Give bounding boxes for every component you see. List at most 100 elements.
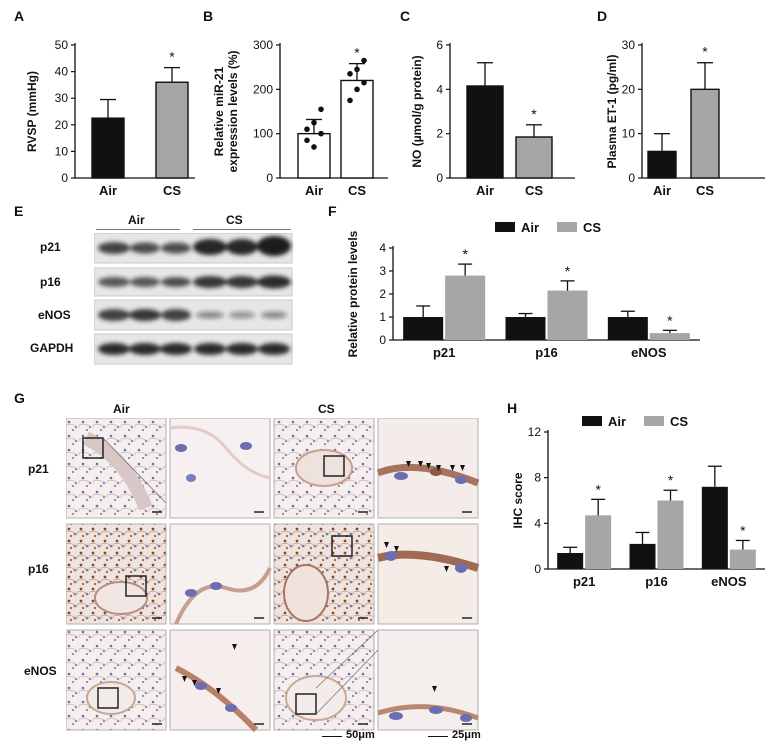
blot-group-line-cs — [193, 229, 291, 230]
bar — [657, 500, 684, 569]
blot-row-label: eNOS — [38, 308, 71, 322]
bar — [585, 515, 612, 569]
x-tick-label: p21 — [433, 345, 455, 360]
data-point — [304, 137, 310, 144]
x-tick-label: Air — [653, 183, 671, 198]
x-tick-label: CS — [163, 183, 181, 198]
x-tick-label: p16 — [645, 574, 667, 589]
y-tick-label: 8 — [534, 471, 541, 485]
chart-protein-levels: 0 1 2 3 4 Relative protein levels * p21 * p16 * eNO… — [346, 220, 700, 360]
bar — [466, 85, 504, 179]
scale-label-25: 25μm — [452, 729, 481, 741]
bar — [701, 486, 728, 569]
y-axis-label: Relative protein levels — [346, 230, 360, 357]
y-axis-label: IHC score — [511, 472, 525, 528]
bar — [647, 150, 677, 179]
x-tick-label: CS — [696, 183, 714, 198]
blot-row-label: p16 — [40, 275, 61, 289]
chart-no: 0 2 4 6 NO (µmol/g protein) Air * CS — [410, 38, 575, 198]
blot-group-line-air — [96, 229, 180, 230]
y-tick-label: 20 — [55, 118, 69, 132]
histology-col-cs: CS — [318, 402, 335, 416]
scale-bar-50 — [322, 736, 342, 737]
bar — [649, 333, 690, 340]
x-tick-label: CS — [348, 183, 366, 198]
x-tick-label: eNOS — [711, 574, 747, 589]
y-tick-label: 0 — [266, 171, 273, 185]
histology-row-label: eNOS — [24, 664, 57, 678]
x-tick-label: Air — [305, 183, 323, 198]
histology-images — [66, 418, 480, 733]
bar — [690, 88, 720, 179]
panel-letter-f: F — [328, 203, 337, 219]
blot-group-cs: CS — [226, 213, 243, 227]
y-tick-label: 0 — [436, 171, 443, 185]
panel-letter-h: H — [507, 400, 518, 416]
significance-mark: * — [740, 522, 746, 538]
histology-col-air: Air — [113, 402, 130, 416]
bar — [340, 79, 374, 179]
y-tick-label: 0 — [534, 562, 541, 576]
legend-label: Air — [521, 220, 539, 235]
legend-label: Air — [608, 414, 626, 429]
x-tick-label: eNOS — [631, 345, 667, 360]
bar — [505, 317, 546, 340]
significance-mark: * — [462, 246, 468, 262]
x-tick-label: CS — [525, 183, 543, 198]
y-tick-label: 4 — [379, 241, 386, 255]
y-axis-label: Relative miR-21 — [212, 66, 226, 156]
legend-label: CS — [670, 414, 688, 429]
y-axis-label: NO (µmol/g protein) — [410, 55, 424, 167]
x-tick-label: p21 — [573, 574, 595, 589]
bar — [155, 81, 189, 179]
chart-mir21: 0 100 200 300 Relative miR-21 expression leve… — [212, 38, 388, 198]
y-tick-label: 0 — [61, 171, 68, 185]
significance-mark: * — [531, 106, 537, 122]
y-tick-label: 12 — [528, 425, 542, 439]
panel-letter-g: G — [14, 390, 25, 406]
y-tick-label: 30 — [55, 91, 69, 105]
x-tick-label: p16 — [535, 345, 557, 360]
y-tick-label: 2 — [436, 127, 443, 141]
y-tick-label: 30 — [622, 38, 636, 52]
data-point — [311, 119, 317, 126]
bar — [629, 543, 656, 569]
x-tick-label: Air — [99, 183, 117, 198]
chart-rvsp: 0 10 20 30 40 50 RVSP (mmHg) Air * CS — [25, 38, 195, 198]
y-axis-label: expression levels (%) — [226, 50, 240, 172]
bar — [403, 317, 444, 340]
scale-label-50: 50μm — [346, 729, 375, 741]
bar — [297, 132, 331, 179]
significance-mark: * — [354, 45, 360, 61]
legend-swatch — [644, 416, 664, 426]
legend-label: CS — [583, 220, 601, 235]
panel-letter-c: C — [400, 8, 411, 24]
bar — [547, 290, 588, 340]
y-tick-label: 300 — [253, 38, 273, 52]
data-point — [311, 144, 317, 150]
bar — [515, 136, 553, 179]
data-point — [318, 106, 324, 113]
y-axis-label: Plasma ET-1 (pg/ml) — [605, 54, 619, 168]
y-tick-label: 0 — [379, 333, 386, 347]
bar — [91, 117, 125, 179]
chart-ihc-score: 0 4 8 12 IHC score * p21 * p16 * eNOS Air CS — [511, 414, 765, 589]
y-tick-label: 6 — [436, 38, 443, 52]
y-tick-label: 2 — [379, 287, 386, 301]
significance-mark: * — [667, 312, 673, 328]
bar — [557, 553, 584, 569]
significance-mark: * — [668, 472, 674, 488]
significance-mark: * — [169, 49, 175, 65]
histology-row-label: p16 — [28, 562, 49, 576]
blot-row-label: p21 — [40, 240, 61, 254]
bar — [729, 549, 756, 569]
scale-bar-25 — [428, 736, 448, 737]
data-point — [347, 71, 353, 77]
y-tick-label: 10 — [55, 144, 69, 158]
y-tick-label: 100 — [253, 127, 273, 141]
data-point — [354, 86, 360, 93]
data-point — [354, 66, 360, 73]
y-tick-label: 4 — [534, 516, 541, 530]
bar — [445, 275, 486, 340]
